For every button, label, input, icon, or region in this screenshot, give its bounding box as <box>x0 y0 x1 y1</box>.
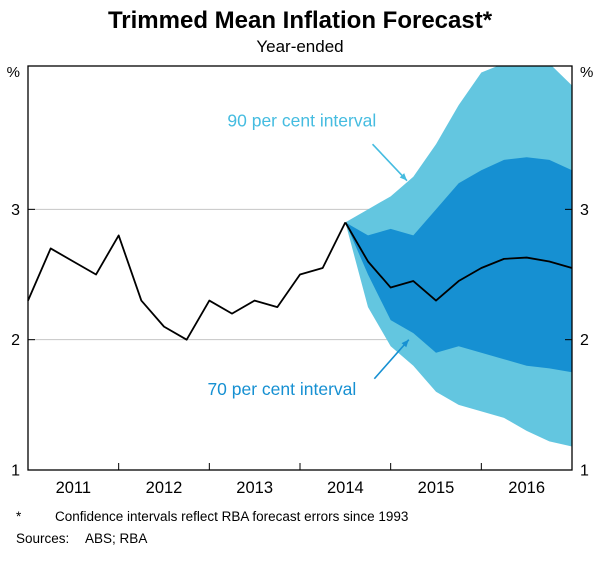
fan-chart: 1 1 2 2 3 3% % 2011 2012 2013 2014 2015 2016 90 per c… <box>7 64 594 497</box>
y-tick-label-left: 1 <box>11 463 20 480</box>
band-70-per-cent-interval <box>345 157 572 373</box>
x-tick-label: 2014 <box>327 479 364 497</box>
annotation-text-70: 70 per cent interval <box>207 379 356 399</box>
forecast-central-line <box>344 221 573 302</box>
annotation-arrow-70 <box>373 339 410 380</box>
y-tick-label-right: 2 <box>580 332 589 349</box>
chart-title: Trimmed Mean Inflation Forecast* <box>107 7 493 34</box>
x-tick-label: 2015 <box>418 479 455 497</box>
y-tick-label-right: 1 <box>580 463 589 480</box>
sources: Sources: ABS; RBA <box>0 530 600 548</box>
x-tick-label: 2013 <box>236 479 273 497</box>
y-axis-unit-right: % <box>580 64 593 81</box>
y-tick-label-right: 3 <box>580 202 589 219</box>
x-tick-label: 2016 <box>508 479 545 497</box>
annotation-arrowhead-90 <box>399 173 407 181</box>
footnote-text: Confidence intervals reflect RBA forecas… <box>55 509 409 524</box>
y-tick-label-left: 2 <box>11 332 20 349</box>
y-axis-unit-left: % <box>7 64 20 81</box>
annotation-arrowhead-70 <box>401 339 409 348</box>
sources-label: Sources: <box>16 531 70 546</box>
x-tick-label: 2012 <box>146 479 183 497</box>
footnote-marker: * <box>16 509 22 524</box>
y-tick-label-left: 3 <box>11 202 20 219</box>
x-tick-label: 2011 <box>56 479 91 497</box>
chart-page: Trimmed Mean Inflation Forecast* Year-en… <box>0 6 600 561</box>
footnote: * Confidence intervals reflect RBA forec… <box>0 508 600 526</box>
annotation-arrow-90 <box>371 143 408 182</box>
sources-text: ABS; RBA <box>85 531 148 546</box>
annotation-text-90: 90 per cent interval <box>227 111 376 131</box>
chart-subtitle: Year-ended <box>256 37 344 56</box>
history-line <box>27 221 347 341</box>
